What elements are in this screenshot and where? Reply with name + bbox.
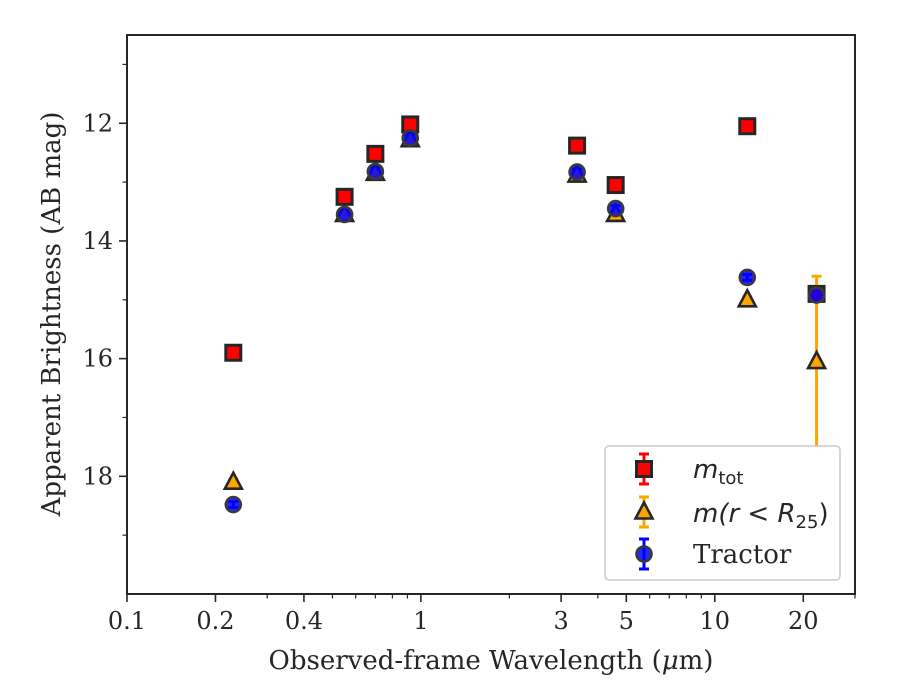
data-point-square — [606, 176, 625, 195]
data-point-circle — [606, 199, 625, 218]
legend-marker-circle — [635, 545, 653, 563]
legend-box — [604, 445, 841, 581]
y-tick-label: 12 — [82, 109, 113, 137]
data-point-circle — [366, 162, 385, 181]
data-point-circle — [335, 205, 354, 224]
data-point-circle — [738, 268, 757, 287]
data-point-triangle — [736, 287, 758, 308]
legend-marker-triangle — [633, 499, 655, 520]
data-point-square — [568, 136, 587, 155]
x-tick-label: 0.2 — [196, 607, 234, 635]
data-point-circle — [224, 495, 243, 514]
data-point-square — [366, 144, 385, 163]
data-point-triangle — [222, 469, 244, 491]
x-tick-label: 3 — [553, 607, 568, 635]
data-point-circle — [401, 129, 420, 147]
data-point-square — [224, 343, 243, 362]
x-tick-label: 5 — [619, 607, 634, 635]
data-point-triangle — [805, 349, 828, 370]
legend-label-mtot: mtot — [693, 455, 743, 489]
plot-frame — [126, 34, 856, 595]
x-tick-label: 0.4 — [285, 607, 323, 635]
x-tick-label: 0.1 — [108, 607, 146, 635]
x-tick-label: 1 — [413, 607, 428, 635]
data-point-square — [738, 117, 757, 136]
legend: mtot m(r < R25) Tractor — [604, 445, 841, 581]
y-tick-label: 18 — [82, 462, 113, 490]
legend-label-tractor: Tractor — [693, 540, 792, 570]
data-point-circle — [807, 286, 826, 304]
x-tick-label: 10 — [700, 607, 731, 635]
y-axis-label: Apparent Brightness (AB mag) — [37, 112, 67, 518]
y-tick-label: 16 — [82, 345, 113, 373]
legend-symbols — [633, 452, 655, 571]
axis-ticks: 0.1 0.2 0.4 1 3 5 10 20 12 14 16 18 — [82, 63, 856, 635]
legend-label-mr25: m(r < R25) — [693, 499, 829, 533]
legend-marker-square — [635, 460, 653, 478]
data-point-circle — [568, 163, 586, 181]
x-tick-label: 20 — [788, 607, 819, 635]
y-tick-label: 14 — [82, 227, 113, 255]
x-axis-label: Observed-frame Wavelength (μm) — [269, 646, 714, 676]
data-marks — [222, 115, 828, 514]
data-point-square — [335, 187, 354, 206]
